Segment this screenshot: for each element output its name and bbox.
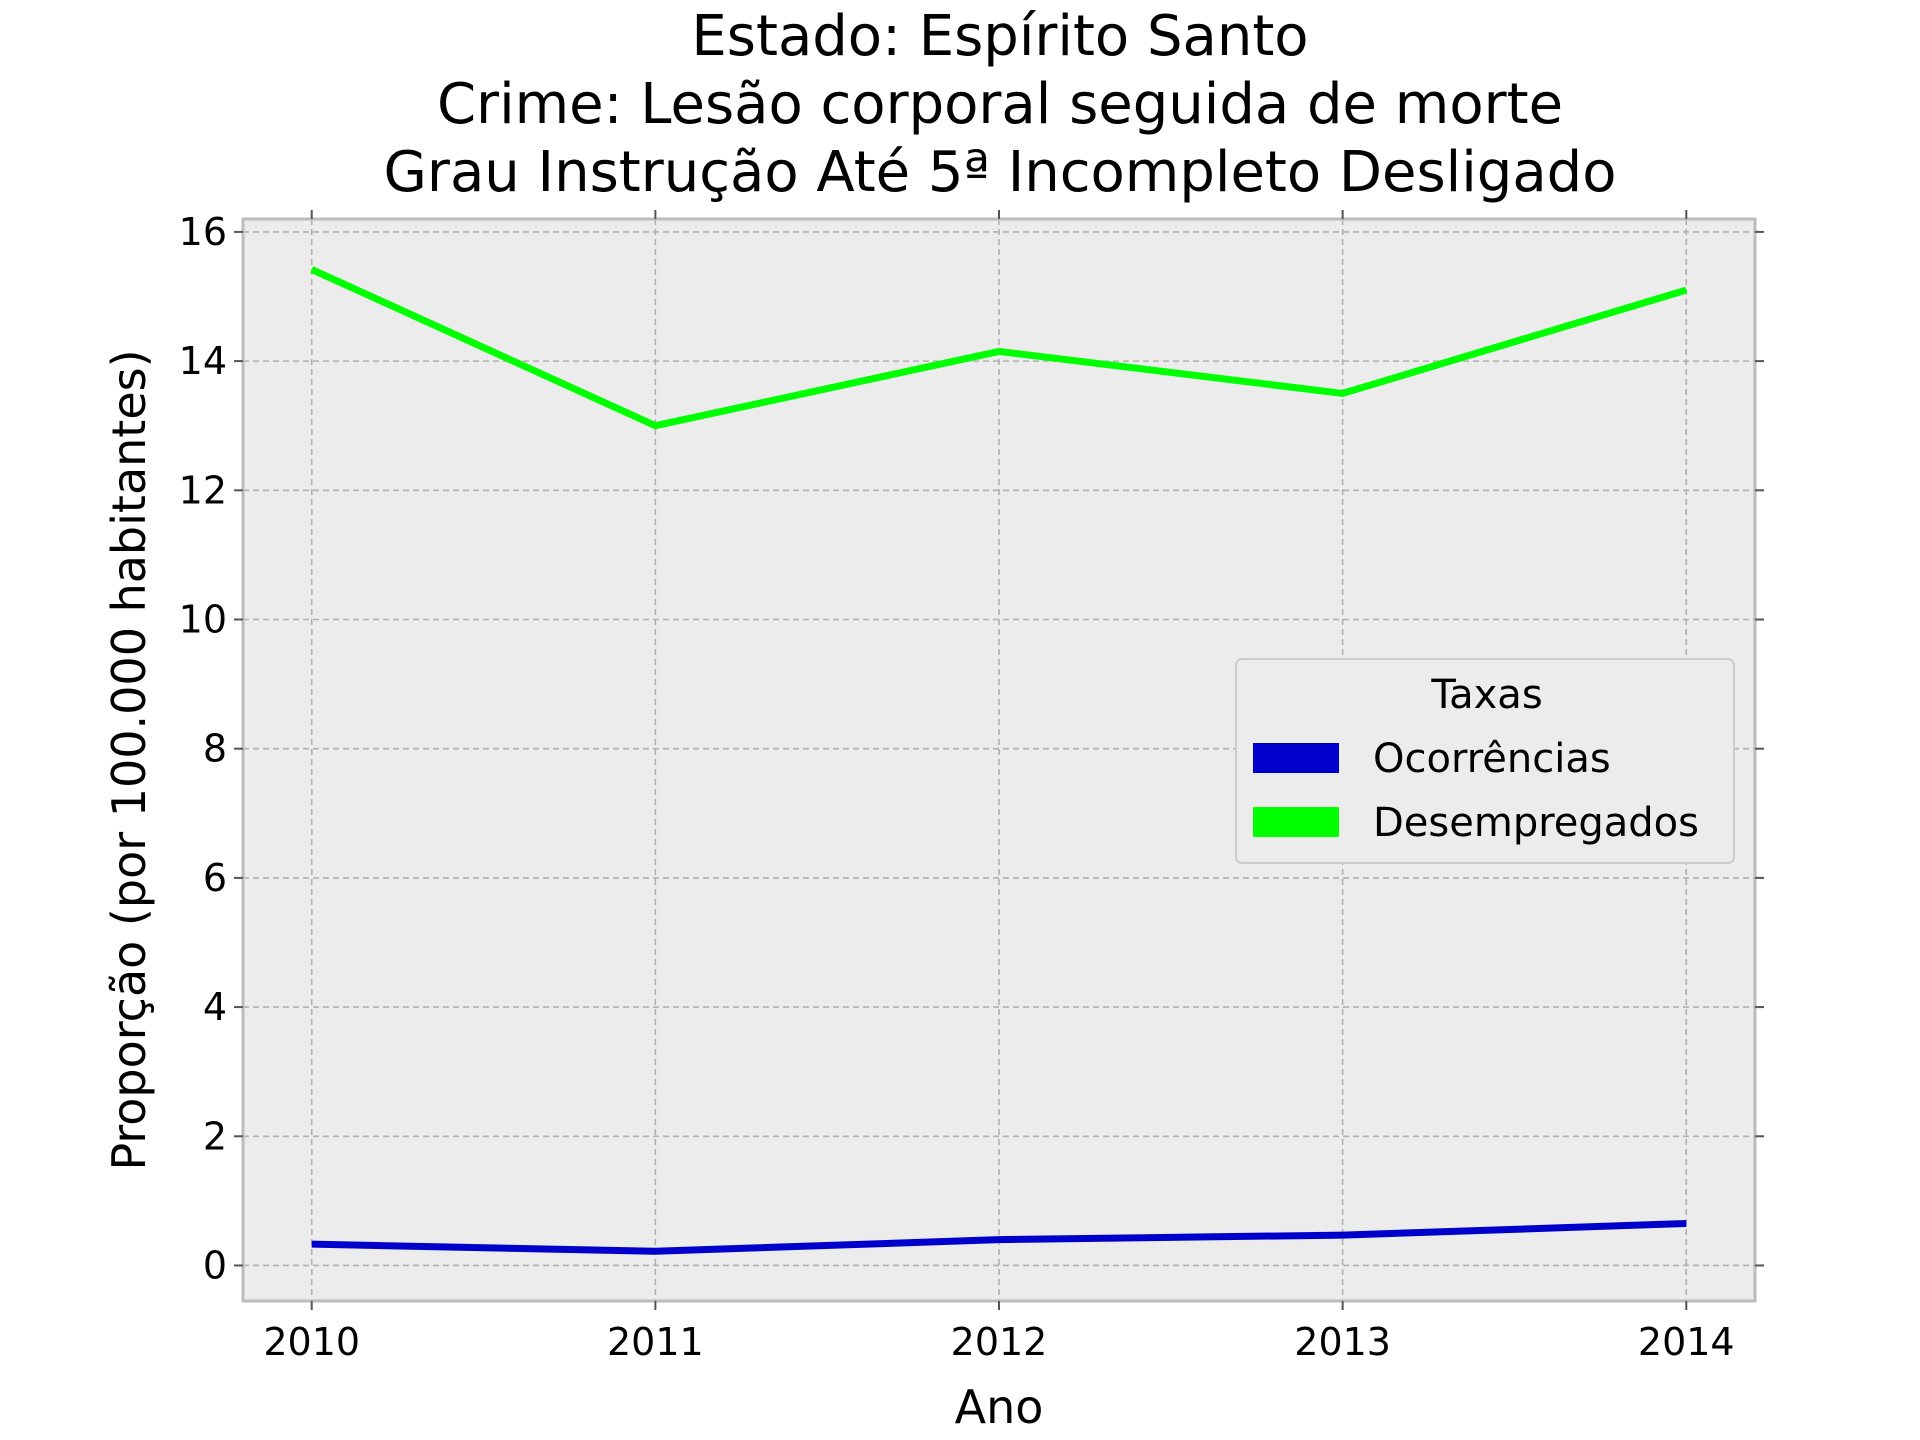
legend-title: Taxas <box>1430 672 1542 718</box>
chart-title-line-3: Grau Instrução Até 5ª Incompleto Desliga… <box>384 140 1617 205</box>
y-tick-label: 0 <box>203 1243 227 1287</box>
chart-title-line-1: Estado: Espírito Santo <box>691 4 1308 69</box>
x-tick-label: 2010 <box>263 1320 360 1364</box>
x-tick-label: 2014 <box>1638 1320 1735 1364</box>
x-tick-label: 2013 <box>1294 1320 1391 1364</box>
x-axis-label: Ano <box>955 1380 1044 1434</box>
y-tick-label: 12 <box>179 468 227 512</box>
series-lines <box>310 266 1688 1255</box>
legend: Taxas Ocorrências Desempregados <box>1235 658 1735 864</box>
legend-entries: Ocorrências Desempregados <box>1253 736 1699 846</box>
x-tick-label: 2012 <box>951 1320 1048 1364</box>
chart-title-line-2: Crime: Lesão corporal seguida de morte <box>437 72 1563 137</box>
y-tick-label: 16 <box>179 210 227 254</box>
chart-title: Estado: Espírito Santo Crime: Lesão corp… <box>384 4 1617 205</box>
series-line-0 <box>311 1219 1687 1255</box>
y-tick-label: 10 <box>179 598 227 642</box>
y-axis-label: Proporção (por 100.000 habitantes) <box>102 349 156 1170</box>
legend-swatch-1 <box>1253 807 1339 837</box>
y-tick-label: 14 <box>179 339 227 383</box>
y-tick-label: 2 <box>203 1114 227 1158</box>
y-tick-label: 8 <box>203 727 227 771</box>
legend-box <box>1235 658 1735 864</box>
axis-ticks: 2010 2011 2012 2013 2014 0 2 4 6 8 10 12 14 16 <box>179 210 1764 1364</box>
legend-label-1: Desempregados <box>1373 800 1699 846</box>
y-tick-label: 4 <box>203 985 227 1029</box>
series-line-1 <box>310 266 1688 430</box>
x-tick-label: 2011 <box>607 1320 704 1364</box>
legend-swatch-0 <box>1253 743 1339 773</box>
legend-label-0: Ocorrências <box>1373 736 1611 782</box>
y-tick-label: 6 <box>203 856 227 900</box>
